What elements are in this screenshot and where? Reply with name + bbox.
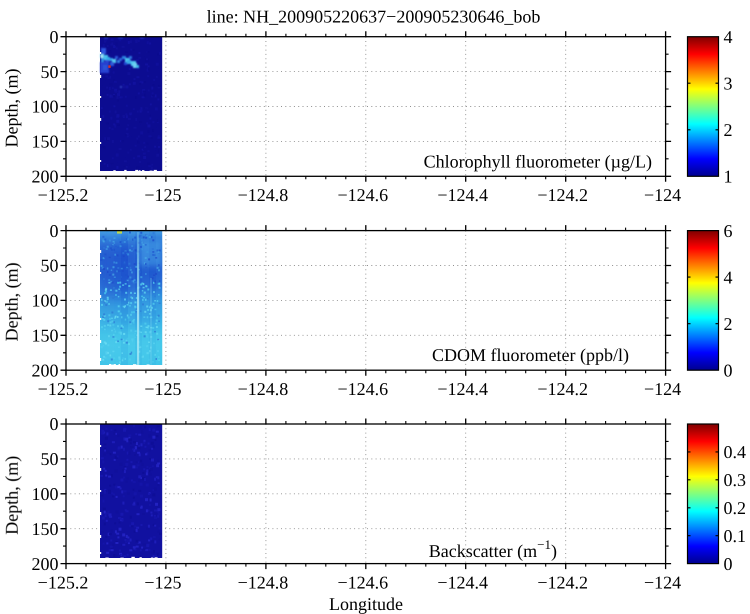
svg-text:−124.8: −124.8 bbox=[238, 185, 289, 205]
svg-text:−124.8: −124.8 bbox=[238, 379, 289, 399]
svg-text:−124.4: −124.4 bbox=[437, 379, 488, 399]
svg-text:150: 150 bbox=[32, 326, 59, 346]
svg-text:6: 6 bbox=[724, 221, 733, 241]
svg-text:0: 0 bbox=[50, 27, 59, 47]
svg-text:line: NH_200905220637−20090523: line: NH_200905220637−200905230646_bob bbox=[207, 6, 541, 26]
svg-text:−125.2: −125.2 bbox=[38, 379, 89, 399]
svg-text:Depth, (m): Depth, (m) bbox=[2, 262, 22, 341]
svg-text:4: 4 bbox=[724, 27, 733, 47]
svg-text:Depth, (m): Depth, (m) bbox=[2, 456, 22, 535]
svg-text:100: 100 bbox=[32, 97, 59, 117]
svg-text:−124.2: −124.2 bbox=[537, 185, 588, 205]
svg-text:0.4: 0.4 bbox=[724, 442, 747, 462]
svg-text:−124.6: −124.6 bbox=[337, 185, 388, 205]
svg-text:Depth, (m): Depth, (m) bbox=[2, 69, 22, 148]
svg-text:200: 200 bbox=[32, 167, 59, 187]
svg-text:−124: −124 bbox=[644, 185, 681, 205]
svg-text:0: 0 bbox=[724, 554, 733, 574]
svg-text:150: 150 bbox=[32, 519, 59, 539]
svg-text:100: 100 bbox=[32, 291, 59, 311]
svg-text:0.3: 0.3 bbox=[724, 470, 747, 490]
svg-text:−124.2: −124.2 bbox=[537, 572, 588, 592]
svg-text:−125: −125 bbox=[144, 572, 181, 592]
svg-text:−124.4: −124.4 bbox=[437, 572, 488, 592]
svg-text:−125: −125 bbox=[144, 185, 181, 205]
svg-text:200: 200 bbox=[32, 360, 59, 380]
svg-text:50: 50 bbox=[41, 449, 59, 469]
svg-text:1: 1 bbox=[724, 167, 733, 187]
svg-text:−125: −125 bbox=[144, 379, 181, 399]
svg-text:50: 50 bbox=[41, 256, 59, 276]
svg-text:0: 0 bbox=[50, 414, 59, 434]
svg-text:2: 2 bbox=[724, 120, 733, 140]
svg-text:Backscatter (m−1): Backscatter (m−1) bbox=[429, 537, 557, 561]
svg-text:−125.2: −125.2 bbox=[38, 572, 89, 592]
svg-text:50: 50 bbox=[41, 62, 59, 82]
svg-text:100: 100 bbox=[32, 484, 59, 504]
svg-text:0.2: 0.2 bbox=[724, 498, 747, 518]
svg-text:−124: −124 bbox=[644, 572, 681, 592]
svg-text:−124.2: −124.2 bbox=[537, 379, 588, 399]
svg-text:0.1: 0.1 bbox=[724, 526, 747, 546]
svg-text:−124.6: −124.6 bbox=[337, 572, 388, 592]
svg-text:CDOM fluorometer (ppb/l): CDOM fluorometer (ppb/l) bbox=[432, 345, 629, 365]
svg-text:Chlorophyll fluorometer (µg/L): Chlorophyll fluorometer (µg/L) bbox=[424, 152, 652, 172]
svg-text:2: 2 bbox=[724, 314, 733, 334]
svg-text:−124.8: −124.8 bbox=[238, 572, 289, 592]
svg-text:4: 4 bbox=[724, 267, 733, 287]
svg-text:150: 150 bbox=[32, 132, 59, 152]
svg-text:0: 0 bbox=[50, 221, 59, 241]
svg-text:−125.2: −125.2 bbox=[38, 185, 89, 205]
svg-text:200: 200 bbox=[32, 554, 59, 574]
svg-text:3: 3 bbox=[724, 73, 733, 93]
svg-text:0: 0 bbox=[724, 360, 733, 380]
svg-text:Longitude: Longitude bbox=[329, 594, 403, 614]
svg-text:−124.6: −124.6 bbox=[337, 379, 388, 399]
svg-text:−124.4: −124.4 bbox=[437, 185, 488, 205]
svg-text:−124: −124 bbox=[644, 379, 681, 399]
